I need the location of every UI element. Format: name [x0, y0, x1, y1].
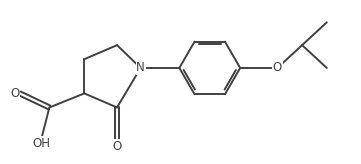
Text: O: O [112, 140, 122, 153]
Text: OH: OH [33, 137, 51, 150]
Text: O: O [10, 87, 20, 100]
Text: N: N [136, 62, 145, 74]
Text: O: O [273, 62, 282, 74]
